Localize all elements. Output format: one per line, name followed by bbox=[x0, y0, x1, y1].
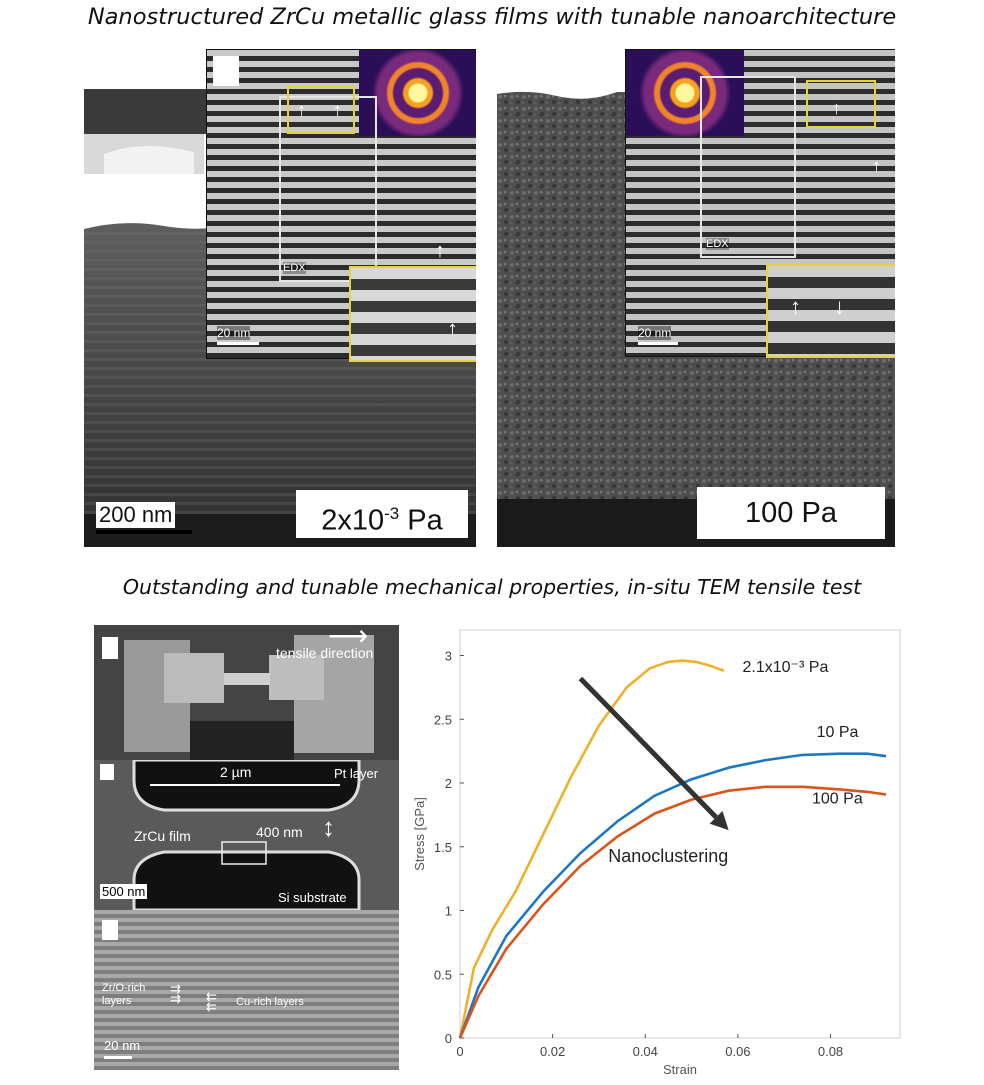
arrow-up-icon: ↑ bbox=[435, 240, 445, 262]
pt-layer-label: Pt layer bbox=[334, 766, 379, 781]
x-axis-label: Strain bbox=[663, 1062, 697, 1077]
x-tick-label: 0.08 bbox=[818, 1044, 843, 1059]
width-dimension-arrow bbox=[150, 784, 340, 786]
arrow-right-icon: ⟶ bbox=[328, 625, 369, 651]
zro-layers-label: Zr/O-rich layers bbox=[102, 982, 146, 1007]
diffraction-pattern bbox=[359, 50, 476, 136]
zoom-detail-box: ↑ ↓ bbox=[766, 264, 895, 358]
inset-scalebar-label: 20 nm bbox=[638, 326, 672, 340]
arrow-right-icon: ⇉ ⇉ bbox=[170, 981, 181, 1006]
nanoclustering-label: Nanoclustering bbox=[608, 846, 728, 866]
inset-scalebar bbox=[217, 342, 259, 345]
series-line-1 bbox=[458, 752, 887, 1039]
specimen-overview-image bbox=[94, 625, 399, 760]
scalebar-label: 200 nm bbox=[96, 502, 176, 528]
nanoclustering-arrow bbox=[578, 676, 718, 820]
edx-region-box bbox=[279, 96, 377, 282]
y-tick-label: 0.5 bbox=[434, 967, 452, 982]
inset-label-box bbox=[213, 56, 239, 86]
edx-label: EDX bbox=[706, 238, 729, 250]
x-tick-label: 0 bbox=[456, 1044, 463, 1059]
yellow-highlight-box bbox=[806, 80, 876, 128]
pressure-base: 2x10 bbox=[321, 504, 385, 537]
series-line-2 bbox=[458, 785, 887, 1039]
pressure-label-low: 2x10-3 Pa bbox=[296, 490, 468, 538]
edx-label: EDX bbox=[283, 262, 306, 274]
diffraction-pattern bbox=[626, 50, 744, 136]
scalebar-bottom bbox=[104, 1056, 132, 1059]
hrtem-inset-high-pressure: EDX ↑ ↑ ↑ ↓ 20 nm bbox=[625, 49, 895, 358]
series-line-0 bbox=[458, 659, 725, 1039]
arrow-up-icon: ↑ bbox=[447, 316, 458, 341]
pressure-exponent: -3 bbox=[384, 504, 400, 523]
stress-strain-chart: 0 0.02 0.04 0.06 0.08 0 0.5 1 1.5 2 2.5 3 Nanoclust… bbox=[408, 618, 918, 1080]
edx-region-box bbox=[700, 76, 796, 258]
inset-label-box bbox=[102, 920, 118, 940]
inset-scalebar bbox=[638, 342, 678, 345]
arrow-up-icon: ↑ bbox=[333, 100, 342, 120]
width-dimension-label: 2 µm bbox=[220, 764, 252, 780]
scalebar-mid-label: 500 nm bbox=[100, 884, 148, 899]
si-substrate-label: Si substrate bbox=[278, 890, 347, 905]
series-label-2: 100 Pa bbox=[812, 790, 863, 807]
top-heading: Nanostructured ZrCu metallic glass films… bbox=[87, 4, 897, 30]
sem-panel-high-pressure: EDX ↑ ↑ ↑ ↓ 20 nm 100 Pa bbox=[497, 34, 895, 547]
specimen-overview-panel: tensile direction ⟶ bbox=[94, 625, 399, 760]
cu-layers-label: Cu-rich layers bbox=[236, 996, 304, 1008]
y-tick-label: 0 bbox=[445, 1031, 452, 1046]
thickness-arrow-icon: ↕ bbox=[322, 812, 335, 842]
arrow-left-icon: ⇇ ⇇ bbox=[206, 989, 217, 1014]
x-tick-label: 0.06 bbox=[725, 1044, 750, 1059]
y-tick-label: 1.5 bbox=[434, 840, 452, 855]
arrow-up-icon: ↑ bbox=[832, 98, 841, 118]
hrtem-inset-low-pressure: EDX ↑ ↑ ↑ ↑ 20 nm bbox=[206, 49, 476, 362]
yellow-highlight-box bbox=[287, 86, 355, 134]
thickness-label: 400 nm bbox=[256, 824, 303, 840]
zoom-detail-box: ↑ bbox=[349, 266, 476, 362]
scalebar bbox=[96, 530, 192, 534]
tensile-direction-label: tensile direction bbox=[276, 645, 374, 661]
inset-scalebar-label: 20 nm bbox=[217, 326, 251, 340]
x-tick-label: 0.04 bbox=[633, 1044, 658, 1059]
y-tick-label: 3 bbox=[445, 649, 452, 664]
y-tick-label: 1 bbox=[445, 904, 452, 919]
pressure-unit: Pa bbox=[399, 504, 443, 537]
nanoclustering-arrow-head bbox=[709, 811, 729, 831]
y-axis-label: Stress [GPa] bbox=[412, 797, 427, 871]
y-tick-label: 2 bbox=[445, 776, 452, 791]
bottom-heading: Outstanding and tunable mechanical prope… bbox=[122, 575, 862, 599]
series-label-1: 10 Pa bbox=[817, 724, 859, 741]
arrow-up-icon: ↑ bbox=[872, 156, 881, 176]
sem-panel-low-pressure: EDX ↑ ↑ ↑ ↑ 20 nm 200 nm 2x10-3 Pa bbox=[84, 34, 476, 547]
x-tick-label: 0.02 bbox=[540, 1044, 565, 1059]
arrow-up-icon: ↑ bbox=[297, 100, 306, 120]
specimen-layers-panel: Zr/O-rich layers ⇉ ⇉ ⇇ ⇇ Cu-rich layers 20… bbox=[94, 910, 399, 1070]
scalebar-bottom-label: 20 nm bbox=[104, 1038, 141, 1053]
y-tick-label: 2.5 bbox=[434, 712, 452, 727]
arrow-up-icon: ↑ bbox=[790, 294, 801, 319]
series-label-0: 2.1x10⁻³ Pa bbox=[743, 659, 829, 676]
plot-frame bbox=[459, 629, 901, 1039]
chart-svg: 0 0.02 0.04 0.06 0.08 0 0.5 1 1.5 2 2.5 3 Nanoclust… bbox=[412, 629, 901, 1077]
arrow-down-icon: ↓ bbox=[834, 294, 845, 319]
specimen-gauge-panel: 2 µm Pt layer ZrCu film 400 nm ↕ 500 nm … bbox=[94, 760, 399, 910]
pressure-label-high: 100 Pa bbox=[697, 487, 885, 539]
zrcu-film-label: ZrCu film bbox=[134, 828, 191, 844]
